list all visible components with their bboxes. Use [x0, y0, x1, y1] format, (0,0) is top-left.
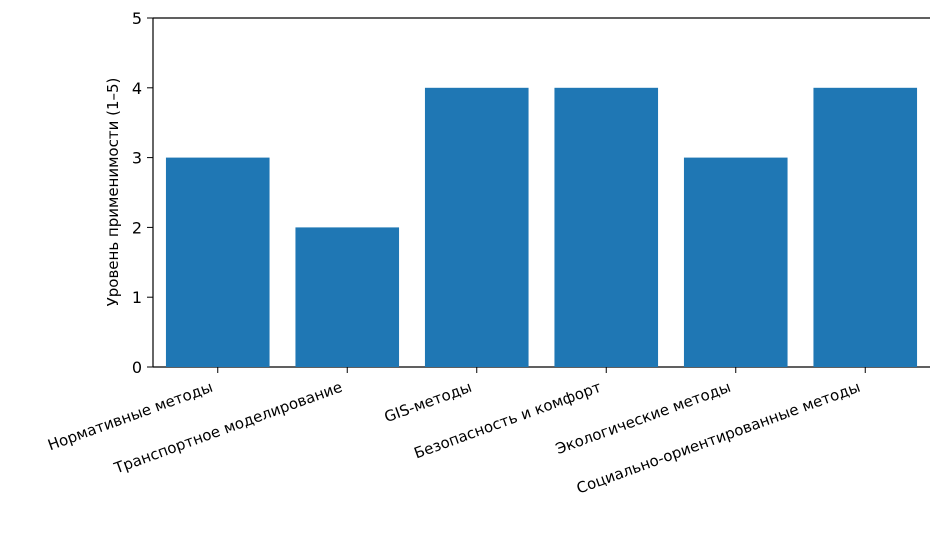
x-tick-label: GIS-методы: [382, 378, 474, 426]
bar: [424, 87, 529, 368]
y-tick-label: 1: [132, 288, 142, 307]
y-axis-title: Уровень применимости (1–5): [104, 78, 122, 307]
y-tick-label: 0: [132, 358, 142, 377]
bar: [295, 227, 400, 367]
y-tick-label: 3: [132, 149, 142, 168]
y-axis: 0 1 2 3 4 5: [132, 9, 153, 377]
x-tick-label: Транспортное моделирование: [111, 378, 345, 478]
bar: [813, 87, 918, 368]
y-tick-label: 4: [132, 79, 142, 98]
bar: [165, 157, 270, 367]
y-tick-label: 2: [132, 218, 142, 237]
bars-layer: [165, 87, 918, 368]
y-tick-label: 5: [132, 9, 142, 28]
bar: [554, 87, 659, 368]
plot-area: [152, 17, 930, 368]
bar: [683, 157, 788, 367]
